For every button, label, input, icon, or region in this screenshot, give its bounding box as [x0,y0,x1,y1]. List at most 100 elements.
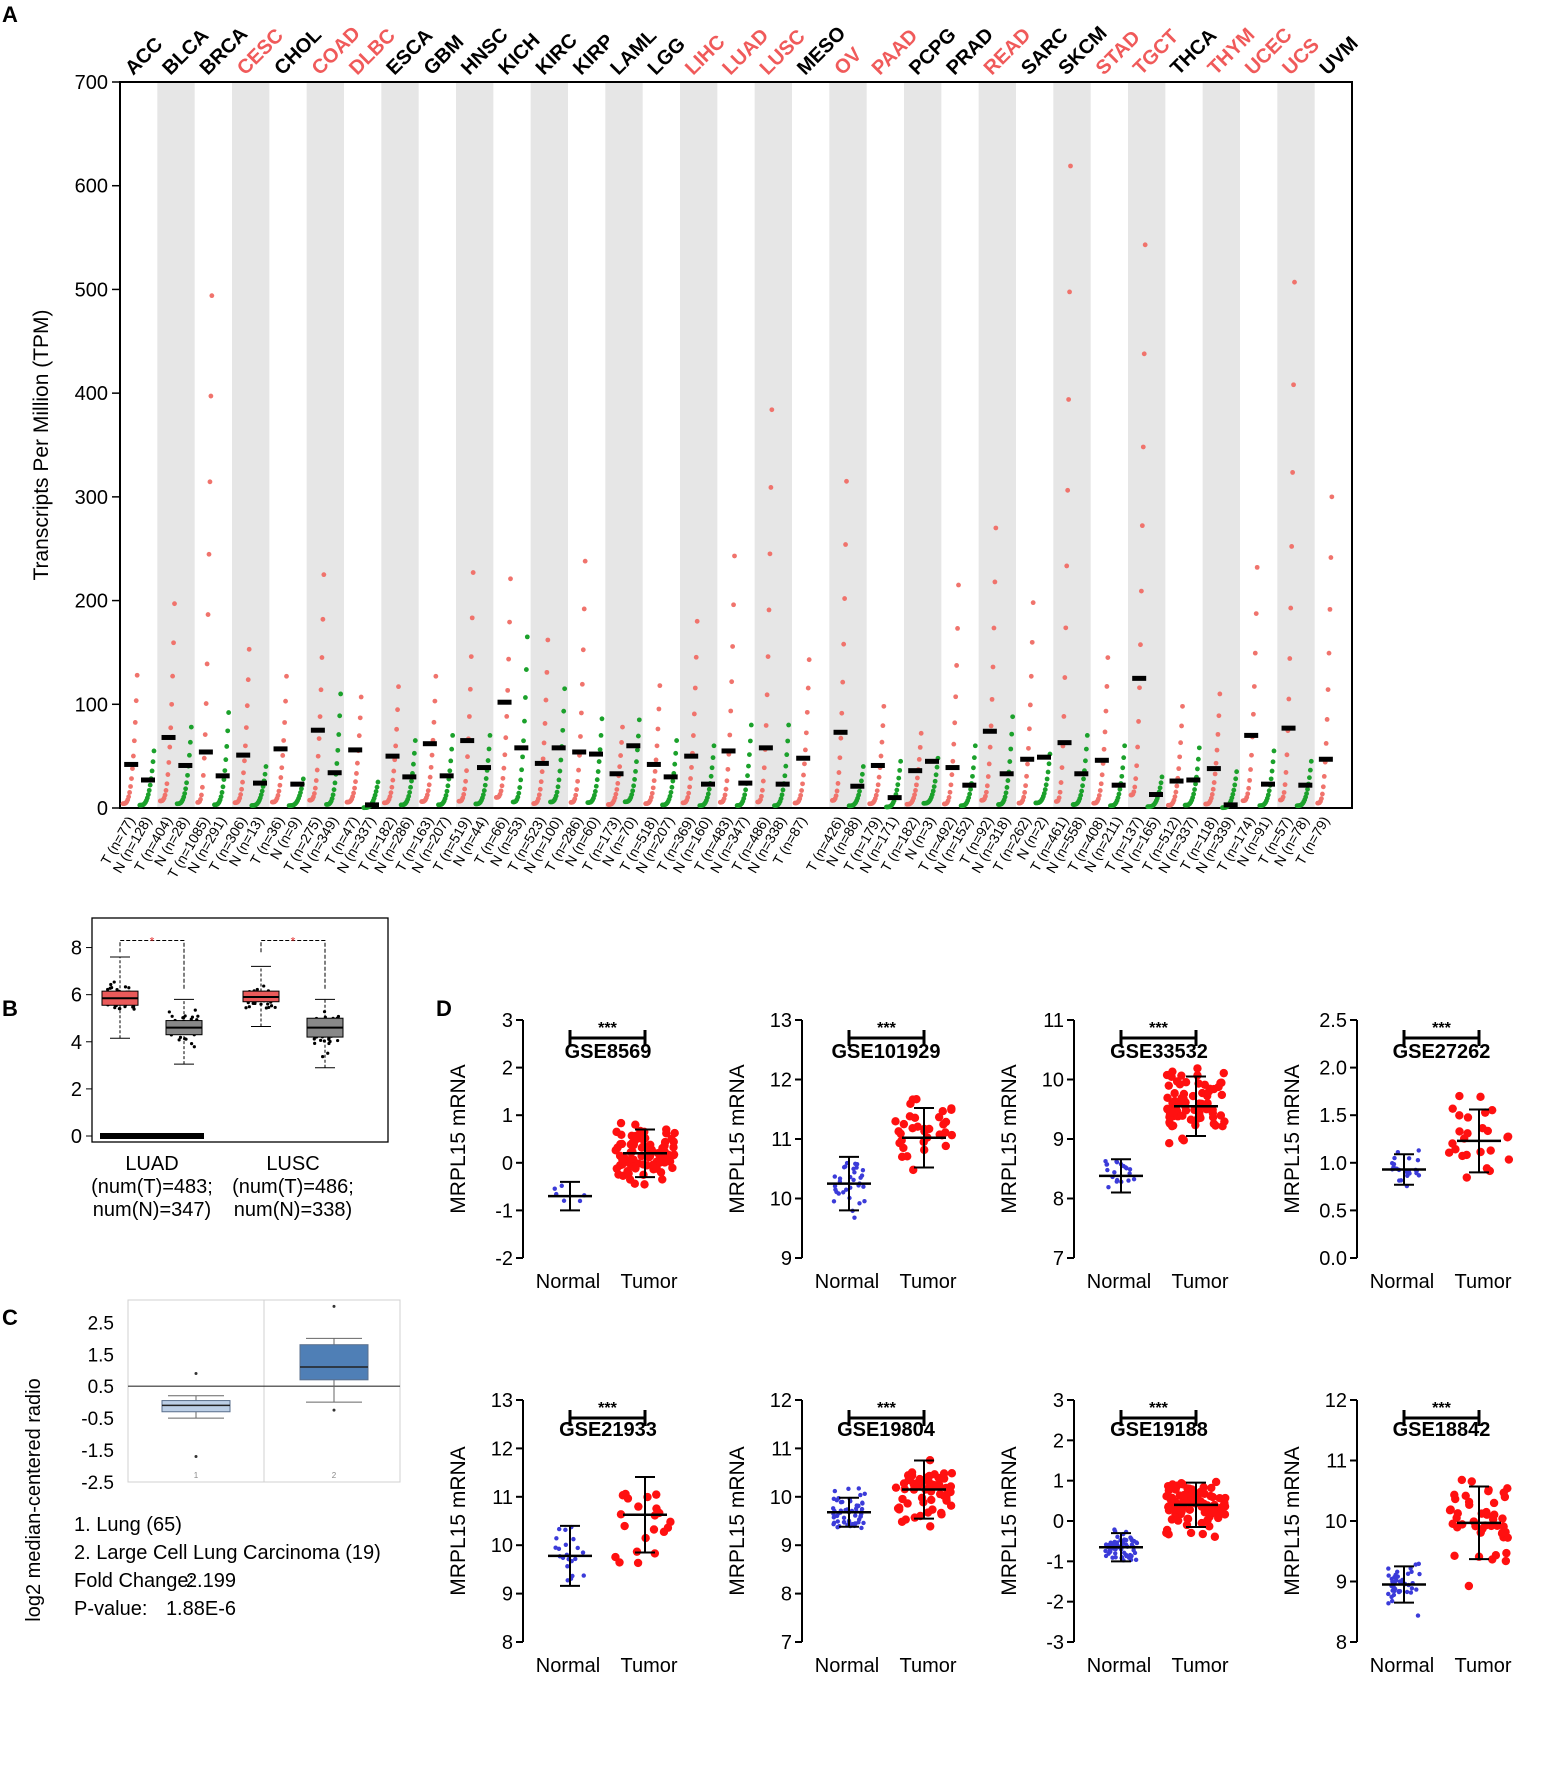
a-tumor-point [764,692,770,698]
a-band [904,82,942,808]
a-tumor-point [1321,774,1327,779]
a-tumor-point [1179,723,1184,729]
a-y-tick-label: 100 [75,694,108,716]
a-tumor-point [537,786,543,792]
a-tumor-point [242,758,247,764]
d-y-axis-label: MRPL15 mRNA [726,1446,749,1595]
a-normal-point [445,783,451,789]
d-y-tick-label: -3 [1046,1632,1064,1654]
a-tumor-point [1065,487,1071,493]
b-tumor-point [262,984,266,988]
d-tumor-point [634,1502,643,1511]
d-normal-point [854,1161,860,1167]
d-y-axis-label: MRPL15 mRNA [1281,1446,1304,1595]
a-tumor-point [766,607,772,613]
a-normal-point [1083,758,1088,764]
a-normal-point [225,728,231,734]
d-normal-point [860,1500,865,1505]
a-tumor-point [243,725,249,731]
d-tumor-point [1172,1077,1182,1086]
b-tumor-point [247,1005,251,1009]
a-tumor-point [582,558,588,564]
a-tumor-median-bar [1318,756,1333,762]
a-normal-point [596,759,602,764]
d-tumor-point [906,1099,915,1109]
a-tumor-point [395,707,400,713]
a-tumor-median-bar [870,762,885,768]
a-normal-point [298,790,303,795]
a-tumor-point [242,743,248,749]
a-tumor-point [806,657,812,663]
a-normal-point [783,763,789,769]
a-normal-median-bar [663,774,678,780]
a-plot-frame [119,81,1353,809]
a-tumor-point [394,726,400,732]
a-tumor-point [721,796,727,802]
b-sig-mark: * [291,934,296,948]
d-tumor-point [612,1127,621,1137]
a-normal-point [1269,768,1275,774]
b-tumor-point [109,982,113,987]
d-tumor-point [928,1505,937,1514]
d-tumor-point [905,1112,915,1121]
b-tumor-point [110,986,114,990]
a-tumor-point [280,753,286,758]
a-normal-point [522,718,527,724]
a-normal-point [338,691,344,697]
a-normal-point [630,788,636,794]
a-normal-point [406,793,412,799]
a-tumor-point [1292,279,1297,285]
a-normal-point [742,792,748,798]
d-normal-point [563,1542,569,1547]
d-normal-point [1386,1601,1391,1606]
a-tumor-point [1058,780,1064,785]
b-normal-point [312,1037,316,1041]
d-normal-point [835,1524,840,1530]
a-normal-point [931,784,937,790]
d-y-tick-label: 0 [1053,1511,1064,1533]
d-y-tick-label: 10 [770,1487,792,1509]
a-tumor-point [321,572,327,578]
a-tumor-point [1212,771,1218,777]
a-tumor-point [686,790,692,796]
d-normal-point [1113,1551,1118,1556]
d-tumor-point [1218,1122,1227,1131]
a-normal-point [408,784,413,790]
a-normal-point [523,667,529,672]
a-tumor-point [1286,696,1292,702]
a-tumor-point [802,761,807,767]
d-normal-point [832,1174,837,1179]
d-sig-mark: *** [877,1400,896,1417]
d-tumor-point [899,1119,909,1129]
d-sig-mark: *** [1149,1020,1168,1037]
a-normal-median-bar [626,743,641,749]
c-outlier [332,1304,336,1308]
d-tumor-point [1220,1510,1230,1519]
d-normal-point [565,1564,570,1569]
d-tumor-point [1177,1093,1187,1103]
a-normal-point [741,796,747,801]
d-x-label-normal: Normal [815,1271,879,1293]
a-normal-point [481,788,487,793]
a-tumor-point [433,673,439,679]
d-normal-point [860,1168,866,1173]
a-tumor-point [1254,564,1260,570]
d-sig-mark: *** [1149,1400,1168,1417]
d-x-label-tumor: Tumor [1171,1655,1228,1677]
a-normal-point [593,783,599,789]
a-normal-point [632,776,637,782]
a-tumor-point [167,744,173,750]
a-y-tick-label: 0 [97,798,108,820]
c-stat-label: Fold Change: [74,1570,194,1592]
d-tumor-point [1463,1113,1473,1122]
c-stat-value: 2.199 [186,1570,236,1592]
d-tumor-point [1167,1121,1177,1131]
d-x-label-normal: Normal [815,1655,879,1677]
a-tumor-point [1284,752,1290,758]
a-tumor-point [538,779,544,785]
d-normal-point [1123,1542,1129,1547]
a-normal-point [595,769,601,774]
d-tumor-point [1195,1108,1204,1117]
a-tumor-point [1216,713,1222,719]
d-tumor-point [1469,1517,1478,1526]
